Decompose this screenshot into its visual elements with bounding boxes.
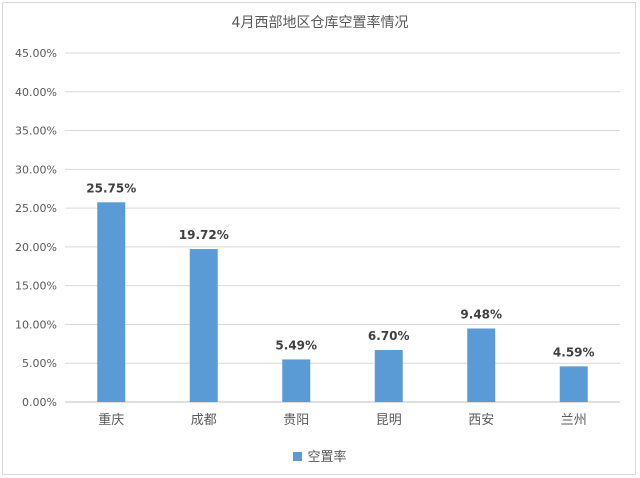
data-label: 5.49% xyxy=(275,338,317,352)
bar-贵阳 xyxy=(282,359,311,402)
y-tick-label: 30.00% xyxy=(15,163,57,176)
legend-label: 空置率 xyxy=(307,450,347,465)
data-label: 4.59% xyxy=(553,345,595,359)
data-label: 25.75% xyxy=(86,181,136,195)
y-tick-label: 35.00% xyxy=(15,125,57,138)
legend-swatch xyxy=(293,452,303,461)
chart-title: 4月西部地区仓库空置率情况 xyxy=(231,15,409,31)
y-tick-label: 10.00% xyxy=(15,318,57,331)
bar-西安 xyxy=(467,328,496,402)
x-tick-label: 兰州 xyxy=(561,413,587,428)
x-tick-label: 昆明 xyxy=(376,413,402,428)
x-tick-label: 成都 xyxy=(191,413,217,428)
x-tick-label: 西安 xyxy=(468,413,494,428)
bar-兰州 xyxy=(559,366,588,402)
y-tick-label: 15.00% xyxy=(15,280,57,293)
bar-重庆 xyxy=(97,202,126,402)
y-tick-label: 25.00% xyxy=(15,202,57,215)
y-tick-label: 5.00% xyxy=(22,357,57,370)
data-label: 9.48% xyxy=(460,307,502,321)
x-tick-label: 重庆 xyxy=(98,412,124,428)
y-tick-label: 45.00% xyxy=(15,47,57,60)
y-tick-label: 40.00% xyxy=(15,86,57,99)
bar-昆明 xyxy=(374,350,403,402)
data-label: 19.72% xyxy=(179,228,229,242)
legend: 空置率 xyxy=(0,446,640,465)
bar-成都 xyxy=(189,249,218,402)
data-label: 6.70% xyxy=(368,329,410,343)
y-tick-label: 20.00% xyxy=(15,241,57,254)
x-tick-label: 贵阳 xyxy=(283,413,309,428)
y-tick-label: 0.00% xyxy=(22,396,57,409)
